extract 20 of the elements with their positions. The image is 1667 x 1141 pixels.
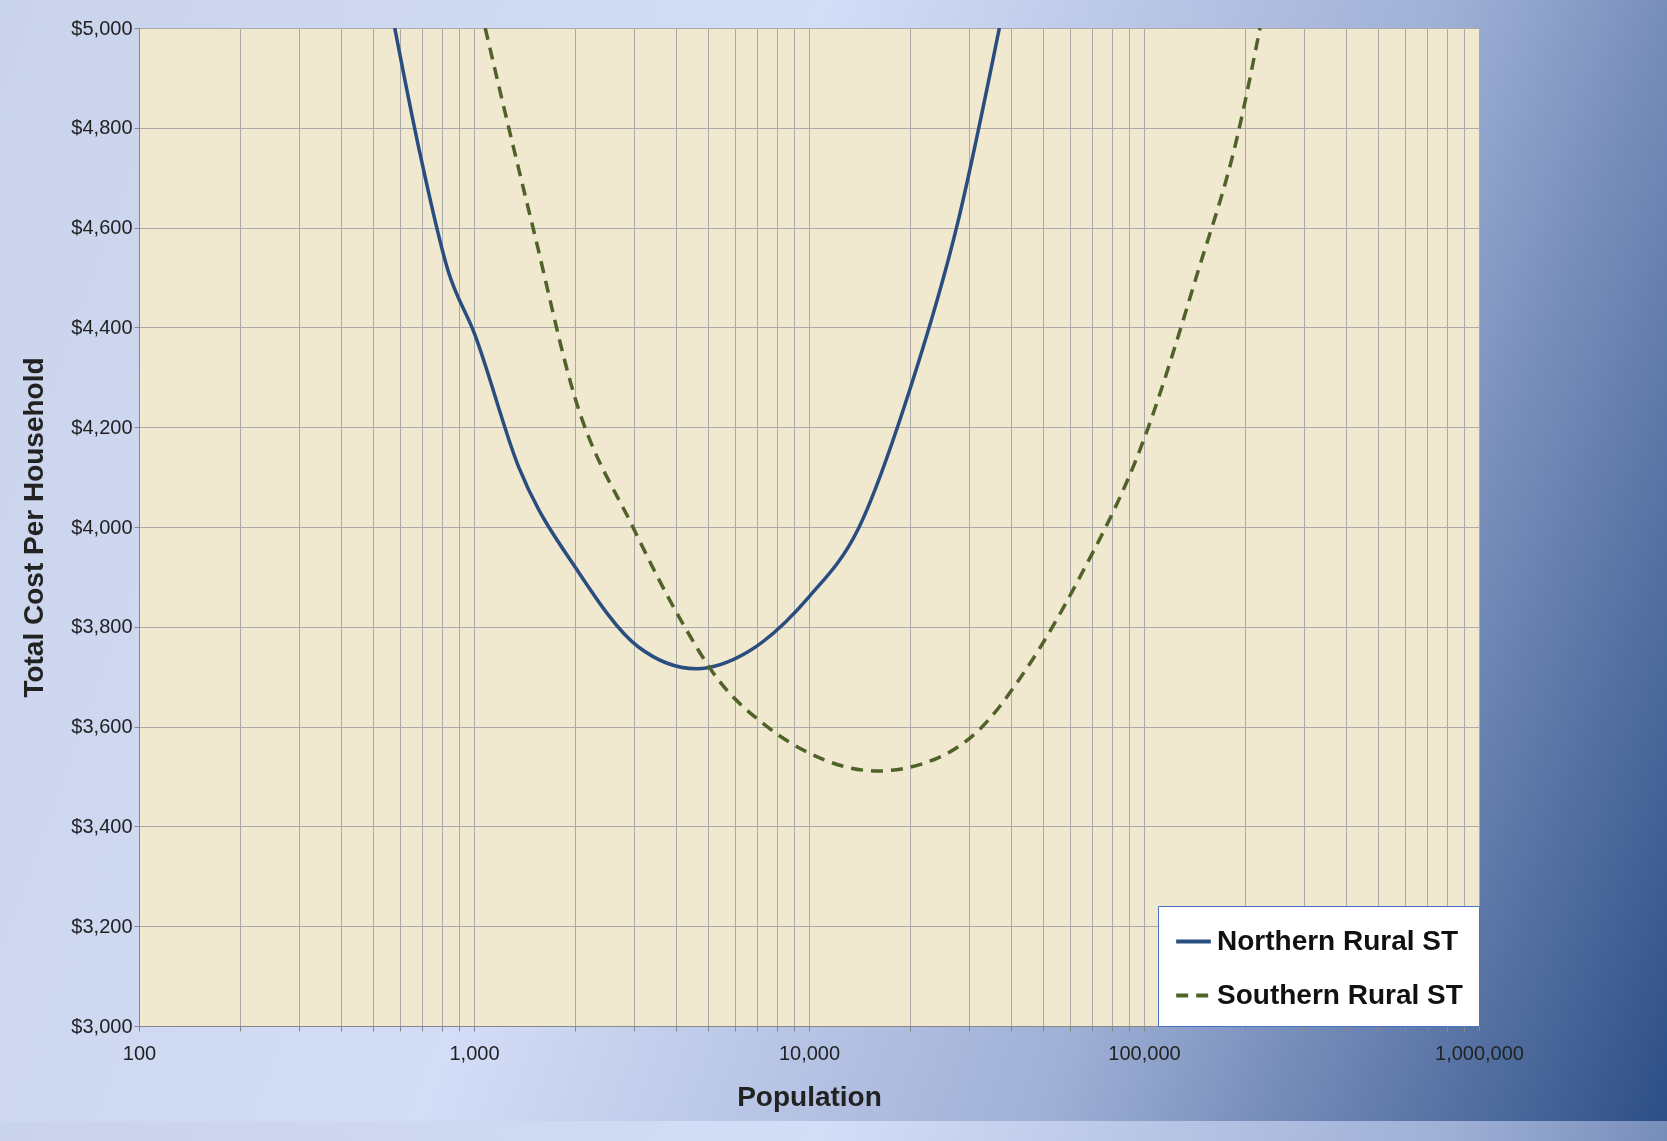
legend-label: Southern Rural ST	[1217, 978, 1463, 1010]
y-tick-label: $4,000	[71, 515, 133, 538]
y-tick-label: $5,000	[71, 16, 133, 39]
y-tick-label: $3,600	[71, 715, 133, 738]
x-tick-label: 1,000,000	[1435, 1041, 1524, 1064]
y-tick-label: $4,400	[71, 315, 133, 338]
legend-label: Northern Rural ST	[1217, 924, 1459, 956]
y-tick-label: $4,200	[71, 415, 133, 438]
x-tick-label: 1,000	[449, 1041, 500, 1064]
x-axis-title: Population	[737, 1080, 882, 1112]
y-axis-title: Total Cost Per Household	[18, 357, 50, 698]
y-tick-label: $3,800	[71, 615, 133, 638]
x-tick-label: 10,000	[778, 1041, 841, 1064]
x-tick-label: 100,000	[1108, 1041, 1181, 1064]
y-tick-label: $3,400	[71, 814, 133, 837]
y-tick-label: $3,000	[71, 1014, 133, 1037]
y-tick-label: $4,600	[71, 216, 133, 239]
y-tick-label: $3,200	[71, 914, 133, 937]
y-tick-label: $4,800	[71, 116, 133, 139]
x-tick-label: 100	[122, 1041, 157, 1064]
